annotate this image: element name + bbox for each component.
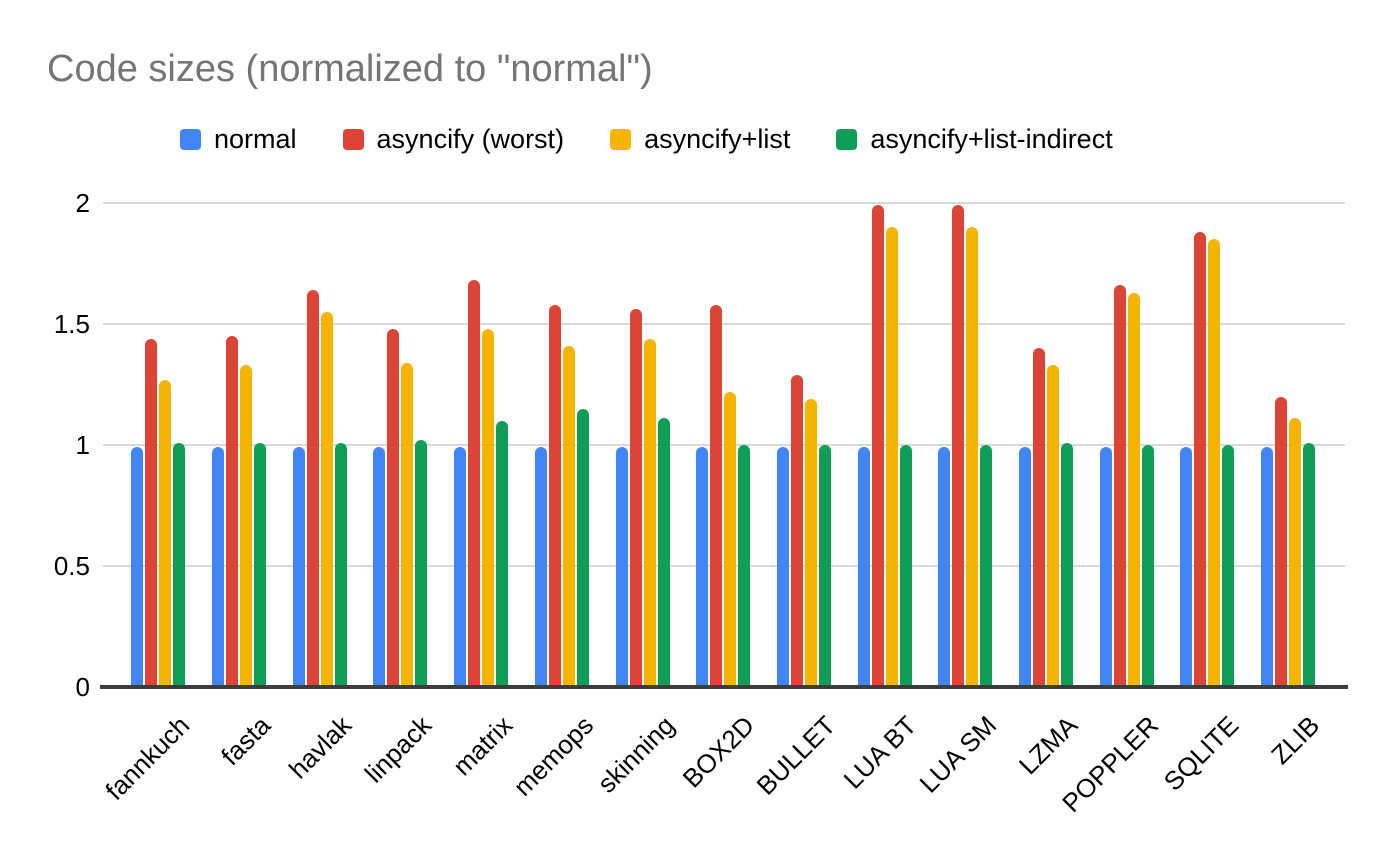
bar-normal-sqlite xyxy=(1180,447,1192,687)
bar-asyncify-list-indirect-havlak xyxy=(335,443,347,687)
bar-asyncify-worst-havlak xyxy=(307,290,319,687)
bar-normal-lzma xyxy=(1019,447,1031,687)
bar-asyncify-list-indirect-bullet xyxy=(819,445,831,687)
bar-asyncify-list-fasta xyxy=(240,365,252,687)
bar-normal-havlak xyxy=(293,447,305,687)
bar-asyncify-list-indirect-fasta xyxy=(254,443,266,687)
bar-normal-zlib xyxy=(1261,447,1273,687)
bar-asyncify-list-indirect-memops xyxy=(577,409,589,687)
bar-normal-matrix xyxy=(454,447,466,687)
bar-asyncify-list-skinning xyxy=(644,339,656,687)
bar-asyncify-worst-linpack xyxy=(387,329,399,687)
bar-asyncify-worst-skinning xyxy=(630,309,642,687)
bar-normal-linpack xyxy=(373,447,385,687)
bar-asyncify-list-indirect-lua-bt xyxy=(900,445,912,687)
y-tick-label-1: 1 xyxy=(75,430,90,460)
bar-asyncify-worst-matrix xyxy=(468,280,480,687)
legend-swatch-normal xyxy=(180,129,201,150)
bar-asyncify-worst-box2d xyxy=(710,305,722,687)
legend-item-asyncify-list-indirect: asyncify+list-indirect xyxy=(836,124,1113,155)
legend-swatch-asyncify-worst xyxy=(342,129,364,150)
bar-normal-lua-sm xyxy=(938,447,950,687)
bar-asyncify-list-linpack xyxy=(401,363,413,687)
bar-asyncify-list-indirect-skinning xyxy=(658,418,670,687)
bar-asyncify-list-indirect-poppler xyxy=(1142,445,1154,687)
bar-asyncify-list-fannkuch xyxy=(159,380,171,687)
bar-asyncify-worst-lua-sm xyxy=(952,205,964,687)
x-axis-line xyxy=(100,685,1348,689)
bar-asyncify-list-indirect-matrix xyxy=(496,421,508,687)
bar-asyncify-worst-zlib xyxy=(1275,397,1287,687)
bar-asyncify-list-indirect-zlib xyxy=(1303,443,1315,687)
bar-asyncify-list-sqlite xyxy=(1208,239,1220,687)
bar-asyncify-list-bullet xyxy=(805,399,817,687)
bar-asyncify-worst-memops xyxy=(549,305,561,687)
bar-asyncify-list-indirect-linpack xyxy=(415,440,427,687)
bar-asyncify-list-box2d xyxy=(724,392,736,687)
legend-item-normal: normal xyxy=(180,124,297,155)
y-tick-label-0-5: 0.5 xyxy=(53,551,90,581)
bar-asyncify-list-indirect-fannkuch xyxy=(173,443,185,687)
chart-title: Code sizes (normalized to "normal") xyxy=(47,48,653,90)
bar-asyncify-list-poppler xyxy=(1128,293,1140,687)
legend-label: asyncify+list-indirect xyxy=(870,124,1113,154)
bar-asyncify-list-havlak xyxy=(321,312,333,687)
legend-swatch-asyncify-list-indirect xyxy=(836,129,858,150)
legend-item-asyncify-worst: asyncify (worst) xyxy=(342,124,565,155)
bar-asyncify-list-indirect-lua-sm xyxy=(980,445,992,687)
bar-normal-bullet xyxy=(777,447,789,687)
legend-item-asyncify-list: asyncify+list xyxy=(610,124,790,155)
bar-asyncify-worst-bullet xyxy=(791,375,803,687)
bar-asyncify-worst-poppler xyxy=(1114,285,1126,687)
legend-swatch-asyncify-list xyxy=(610,129,632,150)
y-tick-label-2: 2 xyxy=(75,188,90,218)
bar-normal-skinning xyxy=(616,447,628,687)
bar-normal-fannkuch xyxy=(131,447,143,687)
y-tick-label-1-5: 1.5 xyxy=(53,309,90,339)
gridline-y-1-5 xyxy=(103,323,1345,325)
bar-asyncify-list-zlib xyxy=(1289,418,1301,687)
bar-normal-poppler xyxy=(1100,447,1112,687)
bar-normal-memops xyxy=(535,447,547,687)
bar-asyncify-worst-fasta xyxy=(226,336,238,687)
bar-asyncify-worst-lua-bt xyxy=(872,205,884,687)
legend-label: asyncify (worst) xyxy=(376,124,565,154)
bar-asyncify-worst-lzma xyxy=(1033,348,1045,687)
bar-normal-fasta xyxy=(212,447,224,687)
chart-legend: normal asyncify (worst) asyncify+list async… xyxy=(180,124,1113,155)
legend-label: asyncify+list xyxy=(644,124,791,154)
bar-asyncify-worst-sqlite xyxy=(1194,232,1206,687)
bar-asyncify-list-indirect-sqlite xyxy=(1222,445,1234,687)
gridline-y-2 xyxy=(103,202,1345,204)
bar-asyncify-list-indirect-lzma xyxy=(1061,443,1073,687)
bar-normal-box2d xyxy=(696,447,708,687)
bar-asyncify-list-indirect-box2d xyxy=(738,445,750,687)
bar-asyncify-worst-fannkuch xyxy=(145,339,157,687)
legend-label: normal xyxy=(214,124,297,154)
y-tick-label-0: 0 xyxy=(75,672,90,702)
bar-normal-lua-bt xyxy=(858,447,870,687)
bar-asyncify-list-memops xyxy=(563,346,575,687)
bar-asyncify-list-lua-sm xyxy=(966,227,978,687)
bar-asyncify-list-lzma xyxy=(1047,365,1059,687)
bar-asyncify-list-matrix xyxy=(482,329,494,687)
bar-asyncify-list-lua-bt xyxy=(886,227,898,687)
